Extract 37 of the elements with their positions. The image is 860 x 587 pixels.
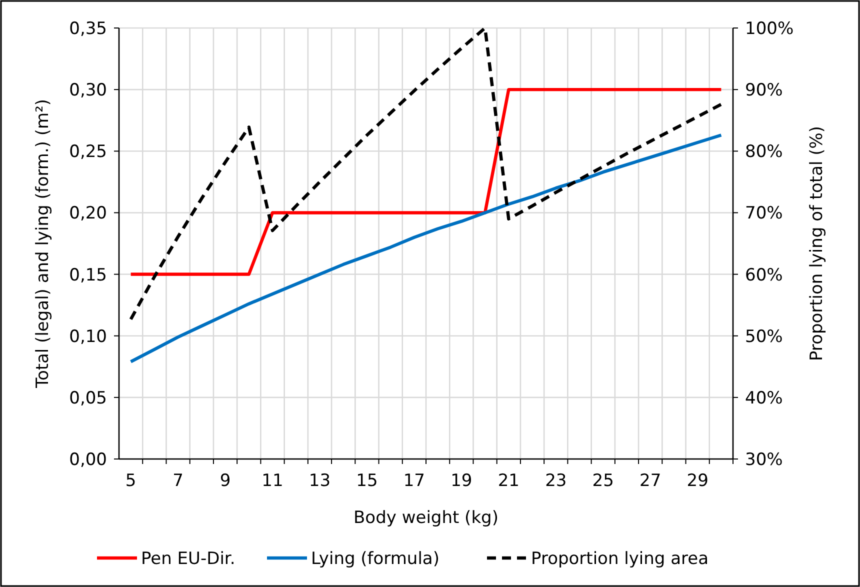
y-tick-label: 0,15 <box>69 265 107 286</box>
y2-tick-label: 60% <box>745 265 783 286</box>
x-tick-label: 15 <box>356 471 378 491</box>
y-tick-label: 0,10 <box>69 326 107 347</box>
y-tick-label: 0,20 <box>69 204 107 224</box>
y2-tick-label: 100% <box>745 19 794 39</box>
x-tick-label: 29 <box>686 471 708 491</box>
y2-tick-label: 80% <box>745 142 783 162</box>
x-tick-label: 5 <box>125 471 136 491</box>
y-axis-title: Total (legal) and lying (form.) (m²) <box>33 98 53 390</box>
y-tick-label: 0,00 <box>69 450 107 470</box>
line-series <box>129 134 723 364</box>
x-tick-label: 13 <box>308 471 331 491</box>
x-tick-label: 27 <box>640 471 662 491</box>
x-axis-title: Body weight (kg) <box>354 508 498 528</box>
x-tick-label: 21 <box>498 471 520 491</box>
y-tick-label: 0,25 <box>69 142 107 162</box>
legend-label: Proportion lying area <box>531 549 709 569</box>
x-tick-label: 17 <box>403 471 426 491</box>
line-series <box>129 26 723 321</box>
x-tick-label: 7 <box>172 471 184 491</box>
y2-tick-label: 40% <box>745 388 783 408</box>
legend-label: Lying (formula) <box>311 549 440 569</box>
y2-axis-title: Proportion lying of total (%) <box>807 126 827 362</box>
y-tick-label: 0,30 <box>69 80 107 101</box>
x-tick-label: 23 <box>545 471 567 491</box>
x-tick-label: 19 <box>450 471 472 491</box>
y2-tick-label: 70% <box>745 204 783 224</box>
x-tick-label: 11 <box>262 471 284 491</box>
y2-tick-label: 50% <box>745 326 783 347</box>
y2-tick-label: 30% <box>745 450 783 470</box>
x-tick-label: 9 <box>220 471 231 491</box>
x-tick-label: 25 <box>592 471 614 491</box>
y-tick-label: 0,35 <box>69 19 107 39</box>
y-tick-label: 0,05 <box>69 388 107 408</box>
legend-label: Pen EU-Dir. <box>141 549 236 569</box>
y2-tick-label: 90% <box>745 80 783 101</box>
